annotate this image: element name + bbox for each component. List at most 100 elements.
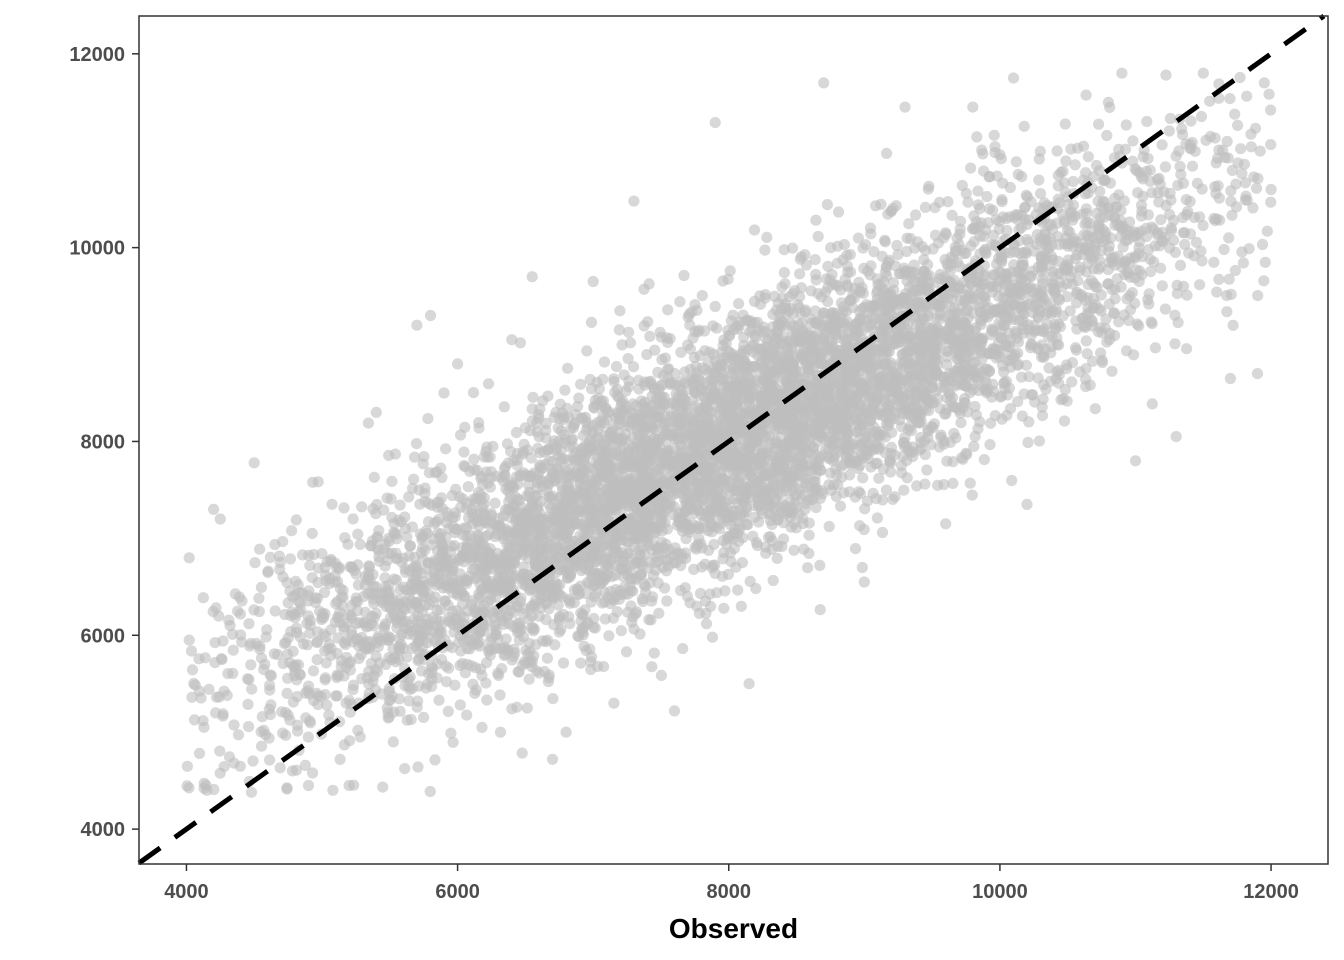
data-point <box>468 453 480 465</box>
data-point <box>846 396 859 408</box>
data-point <box>843 486 856 498</box>
data-point <box>905 425 918 437</box>
data-point <box>193 685 205 697</box>
data-point <box>264 754 276 766</box>
data-point <box>211 691 223 703</box>
data-point <box>575 378 587 390</box>
data-point <box>494 689 506 701</box>
data-point <box>1169 338 1181 350</box>
data-point <box>243 618 255 630</box>
data-point <box>759 244 771 256</box>
data-point <box>870 493 882 505</box>
data-point <box>290 514 302 526</box>
data-point <box>997 177 1009 189</box>
data-point <box>302 731 314 743</box>
data-point <box>892 400 904 412</box>
data-point <box>281 783 293 795</box>
data-point <box>933 441 946 453</box>
data-point <box>950 432 962 444</box>
data-point <box>368 612 380 624</box>
data-point <box>933 196 946 208</box>
data-point <box>575 607 587 619</box>
data-point <box>923 180 935 192</box>
data-point <box>193 653 205 665</box>
data-point <box>892 249 904 261</box>
data-point <box>215 653 227 665</box>
data-point <box>423 467 435 479</box>
data-point <box>245 659 257 671</box>
data-point <box>889 260 901 272</box>
data-point <box>1252 172 1264 185</box>
data-point <box>983 203 995 215</box>
data-point <box>1245 141 1257 153</box>
data-point <box>655 669 668 682</box>
data-point <box>547 693 559 705</box>
data-point <box>1127 135 1139 147</box>
data-point <box>254 543 266 555</box>
data-point <box>887 203 899 215</box>
data-point <box>462 605 474 617</box>
data-point <box>897 363 909 375</box>
data-point <box>978 165 990 177</box>
data-point <box>557 657 570 669</box>
data-point <box>994 391 1006 403</box>
data-point <box>1155 262 1167 274</box>
data-point <box>514 337 527 349</box>
data-point <box>306 527 318 540</box>
data-point <box>1064 305 1076 317</box>
data-point <box>575 657 587 669</box>
data-point <box>1227 319 1239 331</box>
data-point <box>732 584 744 596</box>
data-point <box>1174 259 1187 271</box>
data-point <box>930 336 942 348</box>
data-point <box>458 446 470 458</box>
data-point <box>1067 175 1079 188</box>
data-point <box>718 602 730 614</box>
data-point <box>709 567 721 580</box>
data-point <box>1171 279 1183 291</box>
data-point <box>338 502 350 514</box>
data-point <box>1256 238 1269 251</box>
data-point <box>1016 171 1028 183</box>
data-point <box>1265 139 1277 151</box>
data-point <box>898 484 910 496</box>
data-point <box>1089 403 1101 415</box>
data-point <box>1058 415 1071 427</box>
data-point <box>1103 298 1115 310</box>
data-point <box>1017 315 1029 327</box>
data-point <box>303 585 315 597</box>
data-point <box>1238 158 1250 170</box>
data-point <box>543 672 555 684</box>
data-point <box>1160 69 1172 81</box>
data-point <box>903 218 915 230</box>
data-point <box>1197 219 1209 232</box>
data-point <box>1132 187 1144 199</box>
data-point <box>1179 238 1191 251</box>
data-point <box>342 538 354 550</box>
data-point <box>834 500 847 512</box>
data-point <box>368 471 380 483</box>
data-point <box>409 451 421 463</box>
data-point <box>1018 120 1030 132</box>
data-point <box>985 417 997 429</box>
data-point <box>293 606 305 618</box>
data-point <box>274 762 286 774</box>
data-point <box>667 397 679 409</box>
data-point <box>331 596 344 608</box>
data-point <box>1171 288 1183 300</box>
data-point <box>185 645 198 657</box>
data-point <box>1001 409 1013 421</box>
data-point <box>974 202 986 215</box>
data-point <box>644 556 656 568</box>
data-point <box>786 242 799 254</box>
data-point <box>414 498 426 510</box>
data-point <box>733 298 745 310</box>
data-point <box>1081 348 1093 360</box>
data-point <box>696 290 708 302</box>
data-point <box>1058 215 1070 227</box>
data-point <box>771 552 783 565</box>
data-point <box>1003 327 1016 339</box>
data-point <box>711 322 723 334</box>
data-point <box>354 538 366 551</box>
